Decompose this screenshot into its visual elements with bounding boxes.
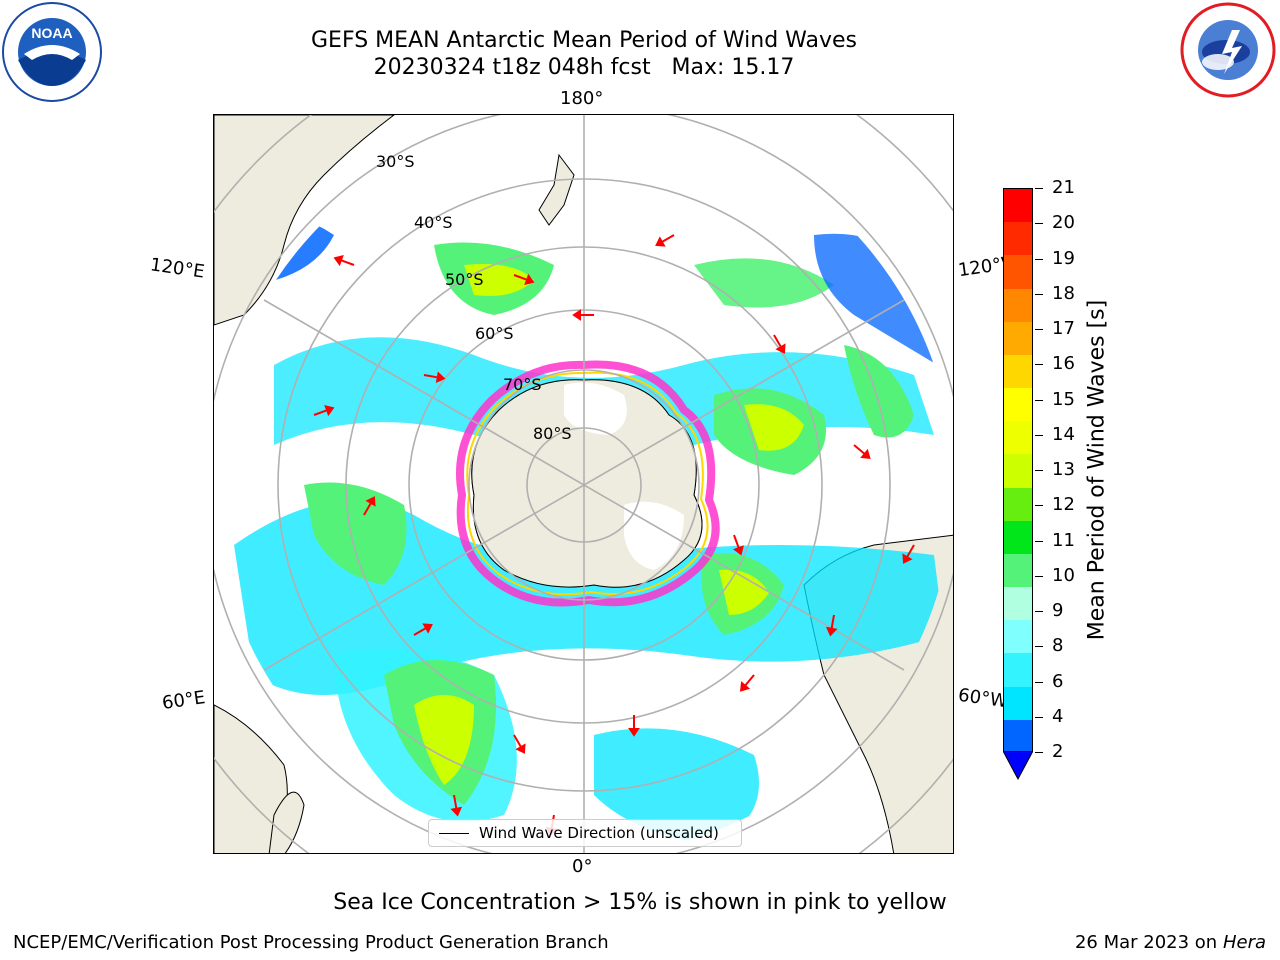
latitude-label-60s: 60°S — [475, 324, 514, 343]
graticule — [214, 115, 953, 853]
colorbar-segment — [1004, 388, 1032, 422]
wave-arrow — [739, 674, 755, 692]
longitude-label-60w: 60°W — [956, 684, 1009, 713]
colorbar-segment — [1004, 222, 1032, 256]
colorbar-segment — [1004, 321, 1032, 355]
colorbar-segment — [1004, 620, 1032, 654]
colorbar-segment — [1004, 653, 1032, 687]
wave-arrow — [513, 734, 526, 754]
wave-arrow — [450, 794, 463, 817]
colorbar-tick-label: 13 — [1052, 459, 1075, 480]
wave-arrow — [655, 234, 675, 247]
colorbar-tick — [1035, 329, 1043, 330]
wave-arrow — [363, 496, 376, 516]
wave-arrow — [413, 623, 433, 636]
wave-arrow — [423, 371, 446, 384]
colorbar-tick-label: 8 — [1052, 635, 1064, 657]
colorbar-tick-label: 10 — [1052, 564, 1075, 586]
longitude-label-60e: 60°E — [160, 687, 207, 714]
colorbar-label: Mean Period of Wind Waves [s] — [1084, 299, 1110, 641]
colorbar-tick-label: 19 — [1052, 247, 1075, 269]
colorbar-tick — [1035, 540, 1043, 542]
credit-date: 26 Mar 2023 on — [1074, 932, 1218, 953]
colorbar-tick — [1035, 752, 1043, 753]
colorbar-segment — [1004, 487, 1032, 521]
colorbar-segment — [1004, 189, 1032, 223]
colorbar-tick-label: 21 — [1052, 177, 1075, 198]
colorbar-tick-label: 16 — [1052, 353, 1075, 375]
wave-arrow — [572, 309, 594, 321]
wave-arrow — [773, 334, 786, 354]
colorbar-tick-label: 4 — [1052, 705, 1064, 727]
map-panel: Wind Wave Direction (unscaled) — [213, 114, 954, 854]
wave-arrow — [853, 444, 871, 460]
colorbar-tick-label: 14 — [1052, 423, 1075, 445]
wave-arrow — [825, 614, 838, 637]
colorbar-tick — [1035, 223, 1043, 225]
longitude-label-0: 0° — [572, 856, 593, 877]
colorbar-tick-label: 17 — [1052, 318, 1075, 339]
colorbar-tick — [1035, 364, 1043, 366]
noaa-logo: NOAA — [2, 2, 102, 102]
colorbar-segment — [1004, 520, 1032, 554]
colorbar-tick — [1035, 188, 1043, 189]
wave-arrow — [902, 544, 915, 564]
colorbar-tick — [1035, 505, 1043, 507]
colorbar-tick-label: 15 — [1052, 388, 1075, 410]
colorbar-tick — [1035, 646, 1043, 648]
colorbar-tick — [1035, 470, 1043, 471]
chart-subtitle: 20230324 t18z 048h fcst Max: 15.17 — [373, 55, 795, 80]
colorbar-tick-label: 2 — [1052, 741, 1064, 762]
latitude-label-40s: 40°S — [414, 213, 453, 232]
map-legend: Wind Wave Direction (unscaled) — [428, 819, 742, 847]
colorbar-segment — [1004, 719, 1032, 753]
colorbar-extend-arrow — [1003, 751, 1033, 781]
colorbar-segment — [1004, 354, 1032, 389]
colorbar-segment — [1004, 255, 1032, 289]
wave-arrow — [513, 273, 535, 285]
colorbar-tick — [1035, 611, 1043, 612]
wave-arrow — [628, 715, 640, 737]
colorbar-tick — [1035, 716, 1043, 718]
polar-map — [214, 115, 953, 853]
longitude-label-180: 180° — [560, 88, 604, 109]
credit-left: NCEP/EMC/Verification Post Processing Pr… — [13, 932, 609, 953]
colorbar-tick — [1035, 681, 1043, 683]
sea-ice-note: Sea Ice Concentration > 15% is shown in … — [333, 890, 947, 915]
colorbar-segment — [1004, 587, 1032, 621]
colorbar — [1003, 188, 1033, 753]
legend-label: Wind Wave Direction (unscaled) — [479, 824, 719, 842]
credit-host: Hera — [1222, 932, 1266, 953]
colorbar-segment — [1004, 421, 1032, 455]
colorbar-segment — [1004, 288, 1032, 322]
latitude-label-30s: 30°S — [376, 152, 415, 171]
colorbar-segment — [1004, 553, 1032, 588]
wave-arrow — [313, 405, 335, 417]
latitude-label-50s: 50°S — [445, 270, 484, 289]
noaa-logo-text: NOAA — [31, 25, 72, 41]
colorbar-tick-label: 20 — [1052, 212, 1075, 234]
longitude-label-120e: 120°E — [148, 254, 206, 283]
colorbar-tick — [1035, 434, 1043, 436]
wave-arrow — [333, 255, 355, 267]
colorbar-tick — [1035, 258, 1043, 260]
credit-right: 26 Mar 2023 on Hera — [1075, 932, 1266, 953]
national-weather-service-logo — [1180, 2, 1276, 98]
latitude-label-70s: 70°S — [503, 375, 542, 394]
colorbar-tick-label: 18 — [1052, 282, 1075, 304]
latitude-label-80s: 80°S — [533, 424, 572, 443]
colorbar-tick-label: 11 — [1052, 529, 1075, 551]
colorbar-tick-label: 6 — [1052, 670, 1064, 692]
colorbar-tick-label: 9 — [1052, 600, 1064, 621]
colorbar-segment — [1004, 686, 1032, 720]
colorbar-tick — [1035, 293, 1043, 295]
colorbar-tick — [1035, 399, 1043, 401]
legend-line-swatch — [439, 833, 469, 834]
wave-arrow — [732, 534, 744, 556]
chart-title: GEFS MEAN Antarctic Mean Period of Wind … — [311, 28, 857, 53]
colorbar-tick-label: 12 — [1052, 494, 1075, 516]
colorbar-segment — [1004, 454, 1032, 488]
colorbar-tick — [1035, 575, 1043, 577]
